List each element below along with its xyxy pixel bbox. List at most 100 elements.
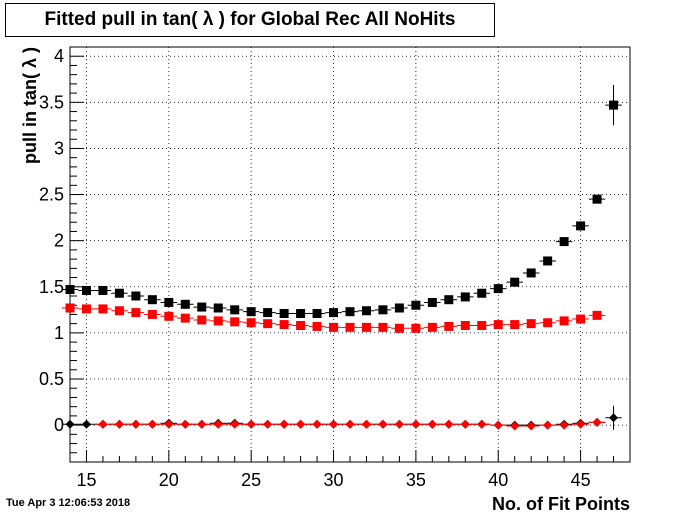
diamond-marker <box>444 419 454 429</box>
y-tick-label: 0.5 <box>39 369 64 389</box>
diamond-marker <box>559 420 569 430</box>
square-marker <box>510 277 520 287</box>
square-marker <box>493 320 503 330</box>
square-marker <box>279 309 289 319</box>
square-marker <box>98 304 108 314</box>
diamond-marker <box>180 419 190 429</box>
x-tick-label: 35 <box>406 470 426 490</box>
diamond-marker <box>147 419 157 429</box>
square-marker <box>427 322 437 332</box>
square-marker <box>444 295 454 305</box>
diamond-marker <box>345 419 355 429</box>
square-marker <box>263 308 273 318</box>
square-marker <box>510 320 520 330</box>
square-marker <box>427 297 437 307</box>
square-marker <box>147 295 157 305</box>
square-marker <box>559 237 569 247</box>
square-marker <box>131 291 141 301</box>
y-tick-label: 1 <box>54 323 64 343</box>
grid-lines <box>70 47 630 462</box>
square-marker <box>378 322 388 332</box>
axis-ticks: 15 20 25 30 35 40 45 0 0.5 1 1.5 2 2.5 3 3.5 4 <box>39 46 631 490</box>
square-marker <box>164 297 174 307</box>
square-marker <box>493 284 503 294</box>
diamond-marker <box>312 419 322 429</box>
x-tick-label: 40 <box>488 470 508 490</box>
square-marker <box>180 313 190 323</box>
y-tick-label: 4 <box>54 46 64 66</box>
diamond-marker <box>279 419 289 429</box>
square-marker <box>114 306 124 316</box>
x-tick-label: 20 <box>159 470 179 490</box>
y-tick-label: 0 <box>54 415 64 435</box>
diamond-marker <box>164 419 174 429</box>
square-marker <box>345 307 355 317</box>
diamond-marker <box>576 419 586 429</box>
x-tick-label: 30 <box>324 470 344 490</box>
plot-frame <box>69 46 631 463</box>
diamond-marker <box>114 419 124 429</box>
square-marker <box>263 319 273 329</box>
square-marker <box>230 305 240 315</box>
y-tick-label: 3.5 <box>39 92 64 112</box>
square-marker <box>312 321 322 331</box>
square-marker <box>197 302 207 312</box>
diamond-marker <box>131 419 141 429</box>
diamond-marker <box>361 419 371 429</box>
square-marker <box>329 308 339 318</box>
diamond-marker <box>213 419 223 429</box>
square-marker <box>98 285 108 295</box>
square-marker <box>164 311 174 321</box>
square-marker <box>81 304 91 314</box>
x-tick-label: 25 <box>241 470 261 490</box>
square-marker <box>444 321 454 331</box>
diamond-marker <box>394 419 404 429</box>
square-marker <box>460 321 470 331</box>
square-marker <box>180 299 190 309</box>
diamond-marker <box>81 419 91 429</box>
y-tick-label: 1.5 <box>39 277 64 297</box>
diamond-marker <box>65 419 75 429</box>
square-marker <box>213 316 223 326</box>
square-marker <box>361 306 371 316</box>
square-marker <box>394 303 404 313</box>
square-marker <box>246 307 256 317</box>
square-marker <box>296 321 306 331</box>
diamond-marker <box>592 417 602 427</box>
y-tick-label: 3 <box>54 138 64 158</box>
diamond-marker <box>197 419 207 429</box>
diamond-marker <box>493 420 503 430</box>
diamond-marker <box>427 419 437 429</box>
square-marker <box>197 315 207 325</box>
square-marker <box>576 221 586 231</box>
square-marker <box>312 309 322 319</box>
diamond-marker <box>609 413 619 423</box>
square-marker <box>65 303 75 313</box>
square-marker <box>230 317 240 327</box>
y-tick-label: 2.5 <box>39 185 64 205</box>
data-markers <box>61 84 622 431</box>
square-marker <box>378 305 388 315</box>
square-marker <box>477 288 487 298</box>
square-marker <box>460 292 470 302</box>
square-marker <box>543 256 553 266</box>
diamond-marker <box>98 419 108 429</box>
square-marker <box>592 310 602 320</box>
square-marker <box>81 285 91 295</box>
timestamp: Tue Apr 3 12:06:53 2018 <box>6 497 131 509</box>
y-axis-label: pull in tan( λ ) <box>20 47 40 164</box>
chart-title: Fitted pull in tan( λ ) for Global Rec A… <box>5 3 495 37</box>
square-marker <box>394 323 404 333</box>
square-marker <box>279 320 289 330</box>
diamond-marker <box>510 421 520 431</box>
square-marker <box>131 308 141 318</box>
diamond-marker <box>460 419 470 429</box>
square-marker <box>592 194 602 204</box>
diamond-marker <box>263 419 273 429</box>
x-tick-label: 45 <box>571 470 591 490</box>
x-tick-label: 15 <box>76 470 96 490</box>
square-marker <box>411 323 421 333</box>
square-marker <box>559 316 569 326</box>
diamond-marker <box>246 419 256 429</box>
square-marker <box>361 322 371 332</box>
